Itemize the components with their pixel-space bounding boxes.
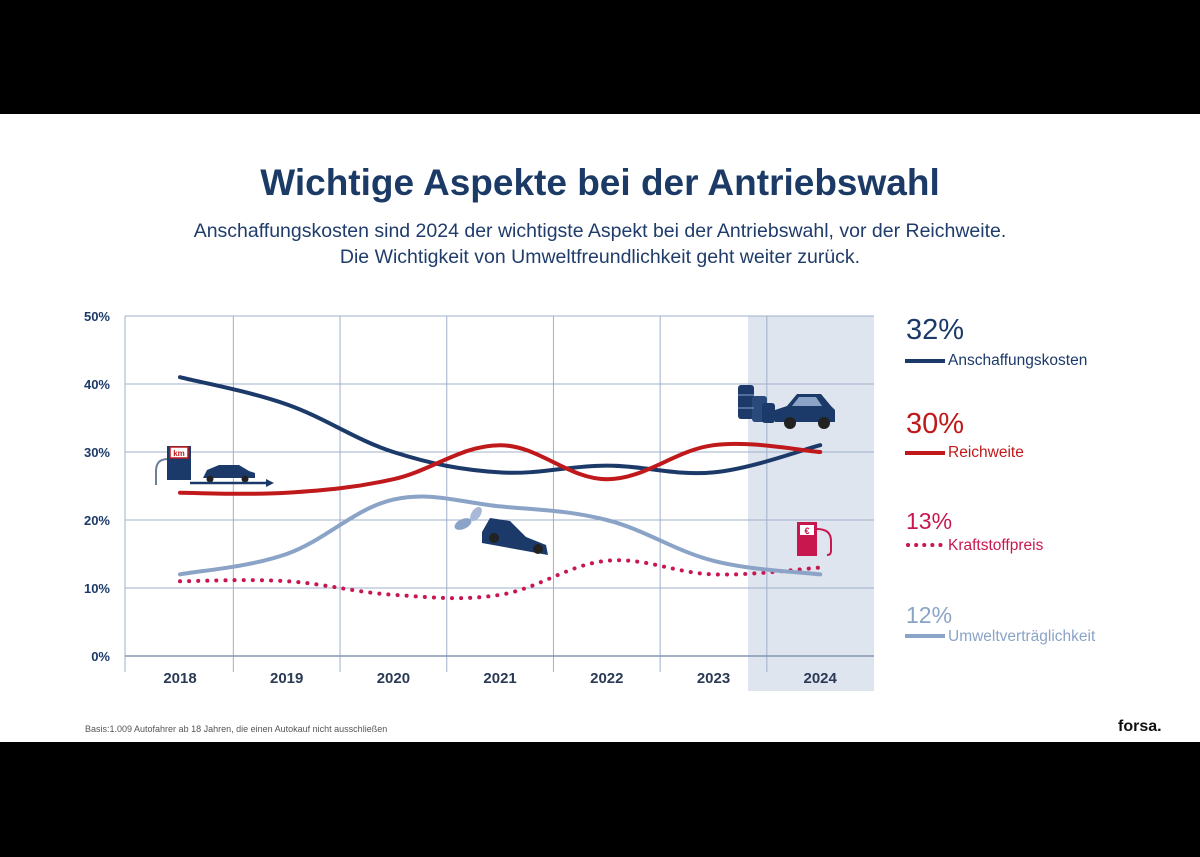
subtitle-line-2: Die Wichtigkeit von Umweltfreundlichkeit… <box>339 246 861 268</box>
legend-label-kraftstoffpreis: Kraftstoffpreis <box>948 537 1044 554</box>
chart-series <box>178 375 823 601</box>
y-tick-label: 20% <box>84 513 110 528</box>
y-tick-label: 50% <box>84 309 110 324</box>
chart-grid <box>124 315 874 672</box>
y-tick-label: 10% <box>84 581 110 596</box>
legend-line-reichweite <box>905 451 945 455</box>
fuel-pump-km-car-icon: km <box>155 446 274 487</box>
y-tick-label: 0% <box>91 649 110 664</box>
svg-text:€: € <box>804 526 809 536</box>
x-tick-label: 2022 <box>590 670 623 687</box>
legend-label-anschaffungskosten: Anschaffungskosten <box>948 352 1088 369</box>
series-line-umweltverträglichkeit <box>178 494 823 577</box>
subtitle-line-1: Anschaffungskosten sind 2024 der wichtig… <box>193 220 1007 242</box>
x-tick-label: 2020 <box>377 670 410 687</box>
euro-fuel-pump-icon: € <box>797 522 832 556</box>
series-line-kraftstoffpreis <box>178 558 823 601</box>
footnote: Basis:1.009 Autofahrer ab 18 Jahren, die… <box>85 724 388 734</box>
highlight-2024-band <box>748 316 874 691</box>
legend-value-umweltvertraeglichkeit: 12% <box>906 602 953 628</box>
page-title: Wichtige Aspekte bei der Antriebswahl <box>260 162 940 203</box>
leaf-car-icon <box>454 506 548 555</box>
y-tick-label: 30% <box>84 445 110 460</box>
brand-logo: forsa. <box>1118 718 1162 735</box>
x-tick-label: 2024 <box>804 670 838 687</box>
slide: Wichtige Aspekte bei der Antriebswahl An… <box>0 114 1200 742</box>
y-tick-label: 40% <box>84 377 110 392</box>
y-axis-labels: 0% 10% 20% 30% 40% 50% <box>84 309 110 664</box>
x-axis-labels: 2018 2019 2020 2021 2022 2023 2024 <box>163 670 837 687</box>
legend-line-kraftstoffpreis <box>906 543 945 547</box>
line-chart: 0%10%20%30%40%50% 2018 2019 2020 2021 2022 20… <box>84 309 874 691</box>
x-tick-label: 2018 <box>163 670 196 687</box>
x-tick-label: 2021 <box>483 670 516 687</box>
legend-line-umweltvertraeglichkeit <box>905 634 945 638</box>
oil-barrels-car-icon <box>738 385 835 429</box>
series-line-reichweite <box>178 441 823 496</box>
legend-line-anschaffungskosten <box>905 359 945 363</box>
svg-text:km: km <box>173 449 185 458</box>
legend-value-kraftstoffpreis: 13% <box>906 508 953 534</box>
legend-label-reichweite: Reichweite <box>948 444 1024 461</box>
x-tick-label: 2019 <box>270 670 303 687</box>
legend-value-reichweite: 30% <box>906 408 965 440</box>
x-tick-label: 2023 <box>697 670 730 687</box>
series-line-anschaffungskosten <box>178 375 823 476</box>
legend-label-umweltvertraeglichkeit: Umweltverträglichkeit <box>948 628 1096 645</box>
legend-value-anschaffungskosten: 32% <box>906 314 965 346</box>
